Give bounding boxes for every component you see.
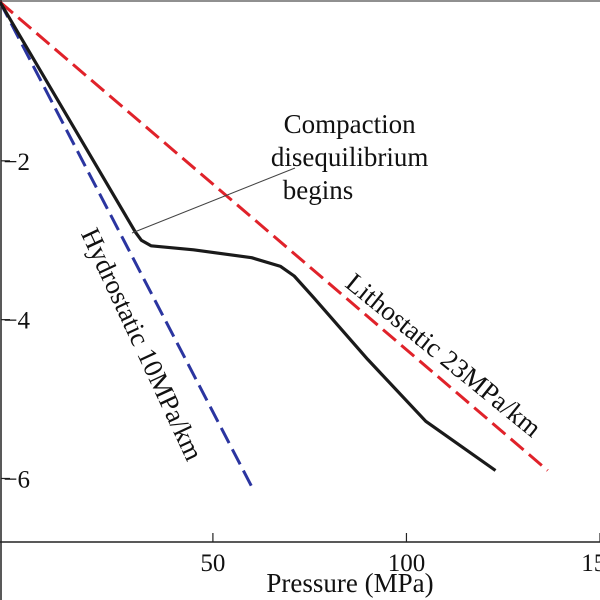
y-tick-label: −6 <box>3 466 30 493</box>
lithostatic-line <box>0 0 549 472</box>
lithostatic-label: Lithostatic 23MPa/km <box>340 267 547 443</box>
compaction-leader-line <box>131 167 296 234</box>
x-tick-label: 50 <box>200 550 225 577</box>
y-tick-label: −2 <box>3 149 30 176</box>
compaction-annotation: Compaction disequilibrium begins <box>271 109 435 205</box>
y-tick-label: −4 <box>3 308 30 335</box>
compaction-line-1: Compaction <box>284 109 416 139</box>
pressure-line <box>0 1 497 472</box>
compaction-line-3: begins <box>283 175 354 205</box>
annotations: Compaction disequilibrium begins Hydrost… <box>75 109 547 465</box>
plot-series <box>0 0 549 488</box>
x-tick-label: 150 <box>581 550 600 577</box>
axis-ticks: 50 100 150 −2 −4 −6 <box>1 149 600 577</box>
compaction-line-2: disequilibrium <box>271 142 429 172</box>
hydrostatic-label: Hydrostatic 10MPa/km <box>75 223 209 465</box>
hydrostatic-line <box>0 1 253 488</box>
x-axis-title: Pressure (MPa) <box>266 568 433 598</box>
x-tick-label: 100 <box>388 550 426 577</box>
